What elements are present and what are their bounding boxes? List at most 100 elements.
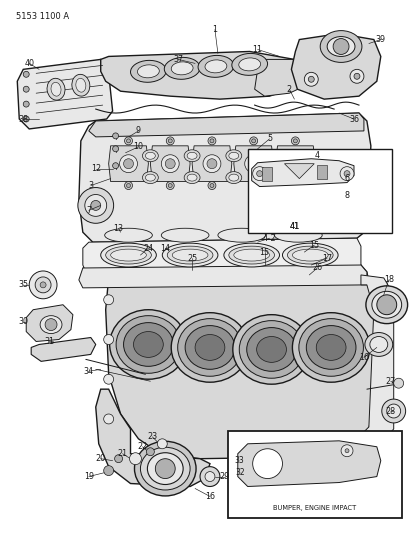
Ellipse shape <box>351 164 369 188</box>
Circle shape <box>202 155 220 173</box>
Circle shape <box>249 137 257 145</box>
Ellipse shape <box>195 335 224 360</box>
Circle shape <box>209 139 213 143</box>
Circle shape <box>166 137 174 145</box>
Circle shape <box>353 74 359 79</box>
Circle shape <box>103 335 113 344</box>
Circle shape <box>200 466 219 487</box>
Text: 20: 20 <box>95 454 106 463</box>
Circle shape <box>251 139 255 143</box>
Text: 17: 17 <box>321 254 331 263</box>
Circle shape <box>256 171 262 176</box>
Polygon shape <box>254 59 308 96</box>
Ellipse shape <box>164 58 200 79</box>
Ellipse shape <box>72 74 90 96</box>
Text: 24: 24 <box>143 244 153 253</box>
Polygon shape <box>79 113 370 242</box>
Circle shape <box>343 171 349 176</box>
Ellipse shape <box>319 30 361 62</box>
Circle shape <box>207 137 216 145</box>
Circle shape <box>112 133 118 139</box>
Circle shape <box>23 71 29 77</box>
Polygon shape <box>192 146 231 182</box>
Circle shape <box>293 183 297 188</box>
Circle shape <box>251 183 255 188</box>
Ellipse shape <box>274 228 321 242</box>
Polygon shape <box>83 265 376 459</box>
Text: 33: 33 <box>234 456 244 465</box>
Circle shape <box>252 449 282 479</box>
Text: 12: 12 <box>90 164 101 173</box>
Bar <box>247 149 391 233</box>
Ellipse shape <box>110 249 146 261</box>
Bar <box>261 167 271 181</box>
Text: 19: 19 <box>83 472 94 481</box>
Ellipse shape <box>184 172 200 183</box>
Polygon shape <box>17 59 112 129</box>
Circle shape <box>209 183 213 188</box>
Ellipse shape <box>187 152 197 159</box>
Text: 4: 4 <box>314 151 319 160</box>
Ellipse shape <box>233 249 269 261</box>
Ellipse shape <box>228 174 238 181</box>
Ellipse shape <box>147 453 183 484</box>
Circle shape <box>291 182 299 190</box>
Ellipse shape <box>187 174 197 181</box>
Circle shape <box>157 439 167 449</box>
Polygon shape <box>108 146 148 182</box>
Circle shape <box>146 448 154 456</box>
Text: 32: 32 <box>234 468 244 477</box>
Ellipse shape <box>40 316 62 334</box>
Circle shape <box>386 404 400 418</box>
Text: 22: 22 <box>137 442 147 451</box>
Text: 34: 34 <box>83 367 94 376</box>
Ellipse shape <box>145 174 155 181</box>
Circle shape <box>252 167 266 181</box>
Text: 18: 18 <box>383 276 393 285</box>
Polygon shape <box>237 441 380 487</box>
Polygon shape <box>233 146 273 182</box>
Circle shape <box>376 295 396 314</box>
Ellipse shape <box>364 333 392 357</box>
Polygon shape <box>251 159 353 187</box>
Ellipse shape <box>326 37 354 56</box>
Circle shape <box>303 72 317 86</box>
Ellipse shape <box>225 172 241 183</box>
Circle shape <box>393 378 402 388</box>
Circle shape <box>123 159 133 168</box>
Circle shape <box>40 282 46 288</box>
Text: 13: 13 <box>113 224 123 233</box>
Ellipse shape <box>47 78 65 100</box>
Text: 31: 31 <box>44 337 54 346</box>
Ellipse shape <box>142 172 158 183</box>
Text: 40: 40 <box>24 59 34 68</box>
Circle shape <box>155 459 175 479</box>
Ellipse shape <box>106 246 151 264</box>
Ellipse shape <box>184 150 200 161</box>
Ellipse shape <box>282 243 337 267</box>
Ellipse shape <box>256 336 286 362</box>
Circle shape <box>23 86 29 92</box>
Ellipse shape <box>228 152 238 159</box>
Ellipse shape <box>298 319 362 376</box>
Ellipse shape <box>238 58 260 71</box>
Circle shape <box>207 159 216 168</box>
Circle shape <box>119 155 137 173</box>
Circle shape <box>381 399 405 423</box>
Circle shape <box>112 146 118 152</box>
Text: 15: 15 <box>308 240 319 249</box>
Circle shape <box>112 163 118 168</box>
Circle shape <box>344 449 348 453</box>
Text: 38: 38 <box>18 115 28 124</box>
Ellipse shape <box>270 174 280 181</box>
Ellipse shape <box>267 150 283 161</box>
Circle shape <box>45 319 57 330</box>
Ellipse shape <box>267 172 283 183</box>
Ellipse shape <box>246 328 296 372</box>
Circle shape <box>124 182 132 190</box>
Ellipse shape <box>130 60 166 82</box>
Text: 11: 11 <box>252 45 262 54</box>
Circle shape <box>90 200 101 211</box>
Ellipse shape <box>365 286 407 324</box>
Ellipse shape <box>145 152 155 159</box>
